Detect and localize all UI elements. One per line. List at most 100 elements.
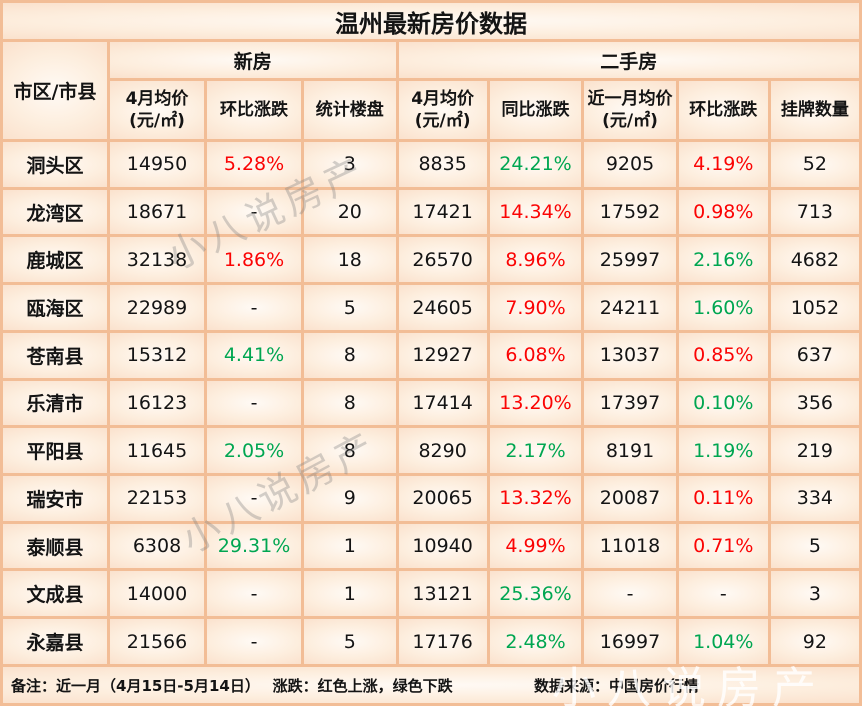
- listing-count-cell: 52: [770, 142, 859, 187]
- new-project-count-cell: 1: [304, 523, 396, 569]
- used-yoy-change-cell: 6.08%: [489, 332, 582, 378]
- listing-count-cell: 3: [770, 571, 859, 617]
- table-row: 苍南县 15312 4.41% 8 12927 6.08% 13037 0.85…: [3, 332, 859, 378]
- district-name-cell: 龙湾区: [3, 189, 107, 235]
- col-header-used-month-avg-price: 近一月均价(元/㎡): [584, 81, 676, 139]
- used-month-avg-price-cell: 17592: [584, 189, 676, 235]
- new-mom-change-cell: -: [207, 619, 302, 664]
- listing-count-cell: 92: [770, 619, 859, 664]
- new-mom-change-cell: 4.41%: [207, 332, 302, 378]
- group-header-second-hand: 二手房: [398, 42, 859, 78]
- used-avg-price-cell: 20065: [398, 476, 487, 521]
- table-row: 洞头区 14950 5.28% 3 8835 24.21% 9205 4.19%…: [3, 142, 859, 187]
- footer-data-source: 数据来源：中国房价行情: [533, 676, 699, 695]
- new-mom-change-cell: -: [207, 285, 302, 330]
- new-avg-price-cell: 16123: [110, 380, 205, 426]
- new-project-count-cell: 20: [304, 189, 396, 235]
- used-yoy-change-cell: 24.21%: [489, 142, 582, 187]
- new-avg-price-cell: 14950: [110, 142, 205, 187]
- new-project-count-cell: 8: [304, 380, 396, 426]
- used-avg-price-cell: 17421: [398, 189, 487, 235]
- used-mom-change-cell: 0.98%: [678, 189, 768, 235]
- used-month-avg-price-cell: 20087: [584, 476, 676, 521]
- listing-count-cell: 5: [770, 523, 859, 569]
- used-month-avg-price-cell: -: [584, 571, 676, 617]
- table-row: 泰顺县 6308 29.31% 1 10940 4.99% 11018 0.71…: [3, 523, 859, 569]
- group-header-row: 市区/市县 新房 二手房: [3, 42, 859, 139]
- used-avg-price-cell: 17414: [398, 380, 487, 426]
- used-avg-price-cell: 10940: [398, 523, 487, 569]
- used-yoy-change-cell: 25.36%: [489, 571, 582, 617]
- district-name-cell: 苍南县: [3, 332, 107, 378]
- listing-count-cell: 713: [770, 189, 859, 235]
- table-row: 瓯海区 22989 - 5 24605 7.90% 24211 1.60% 10…: [3, 285, 859, 330]
- new-mom-change-cell: -: [207, 189, 302, 235]
- used-yoy-change-cell: 13.32%: [489, 476, 582, 521]
- district-name-cell: 洞头区: [3, 142, 107, 187]
- used-mom-change-cell: 0.10%: [678, 380, 768, 426]
- used-yoy-change-cell: 8.96%: [489, 237, 582, 283]
- district-name-cell: 乐清市: [3, 380, 107, 426]
- district-name-cell: 永嘉县: [3, 619, 107, 664]
- used-avg-price-cell: 12927: [398, 332, 487, 378]
- new-avg-price-cell: 32138: [110, 237, 205, 283]
- used-month-avg-price-cell: 25997: [584, 237, 676, 283]
- new-project-count-cell: 5: [304, 285, 396, 330]
- new-avg-price-cell: 15312: [110, 332, 205, 378]
- table-row: 乐清市 16123 - 8 17414 13.20% 17397 0.10% 3…: [3, 380, 859, 426]
- new-mom-change-cell: 1.86%: [207, 237, 302, 283]
- new-project-count-cell: 5: [304, 619, 396, 664]
- new-avg-price-cell: 18671: [110, 189, 205, 235]
- used-month-avg-price-cell: 24211: [584, 285, 676, 330]
- used-mom-change-cell: 1.19%: [678, 428, 768, 474]
- used-avg-price-cell: 17176: [398, 619, 487, 664]
- used-avg-price-cell: 26570: [398, 237, 487, 283]
- table-row: 龙湾区 18671 - 20 17421 14.34% 17592 0.98% …: [3, 189, 859, 235]
- used-avg-price-cell: 13121: [398, 571, 487, 617]
- new-mom-change-cell: 5.28%: [207, 142, 302, 187]
- col-header-new-project-count: 统计楼盘: [304, 81, 396, 139]
- used-month-avg-price-cell: 8191: [584, 428, 676, 474]
- footer-cell: 备注：近一月（4月15日-5月14日） 涨跌：红色上涨，绿色下跌 数据来源：中国…: [3, 667, 859, 703]
- new-mom-change-cell: 29.31%: [207, 523, 302, 569]
- district-name-cell: 鹿城区: [3, 237, 107, 283]
- new-project-count-cell: 8: [304, 332, 396, 378]
- listing-count-cell: 356: [770, 380, 859, 426]
- corner-header: 市区/市县: [3, 42, 107, 139]
- new-project-count-cell: 3: [304, 142, 396, 187]
- used-month-avg-price-cell: 16997: [584, 619, 676, 664]
- used-yoy-change-cell: 7.90%: [489, 285, 582, 330]
- used-avg-price-cell: 8835: [398, 142, 487, 187]
- district-name-cell: 瓯海区: [3, 285, 107, 330]
- listing-count-cell: 637: [770, 332, 859, 378]
- page-title: 温州最新房价数据: [3, 3, 859, 39]
- title-row: 温州最新房价数据: [3, 3, 859, 39]
- listing-count-cell: 334: [770, 476, 859, 521]
- new-avg-price-cell: 21566: [110, 619, 205, 664]
- used-mom-change-cell: 0.71%: [678, 523, 768, 569]
- footer-row: 备注：近一月（4月15日-5月14日） 涨跌：红色上涨，绿色下跌 数据来源：中国…: [3, 667, 859, 703]
- col-header-used-avg-price: 4月均价(元/㎡): [398, 81, 487, 139]
- new-project-count-cell: 1: [304, 571, 396, 617]
- new-project-count-cell: 9: [304, 476, 396, 521]
- used-mom-change-cell: 0.85%: [678, 332, 768, 378]
- used-mom-change-cell: 0.11%: [678, 476, 768, 521]
- new-avg-price-cell: 22989: [110, 285, 205, 330]
- new-mom-change-cell: -: [207, 476, 302, 521]
- table-row: 永嘉县 21566 - 5 17176 2.48% 16997 1.04% 92: [3, 619, 859, 664]
- used-yoy-change-cell: 13.20%: [489, 380, 582, 426]
- used-month-avg-price-cell: 13037: [584, 332, 676, 378]
- used-yoy-change-cell: 14.34%: [489, 189, 582, 235]
- district-name-cell: 泰顺县: [3, 523, 107, 569]
- new-mom-change-cell: -: [207, 380, 302, 426]
- table-row: 鹿城区 32138 1.86% 18 26570 8.96% 25997 2.1…: [3, 237, 859, 283]
- used-yoy-change-cell: 2.17%: [489, 428, 582, 474]
- new-avg-price-cell: 11645: [110, 428, 205, 474]
- used-month-avg-price-cell: 17397: [584, 380, 676, 426]
- used-yoy-change-cell: 2.48%: [489, 619, 582, 664]
- new-mom-change-cell: -: [207, 571, 302, 617]
- district-name-cell: 瑞安市: [3, 476, 107, 521]
- new-avg-price-cell: 22153: [110, 476, 205, 521]
